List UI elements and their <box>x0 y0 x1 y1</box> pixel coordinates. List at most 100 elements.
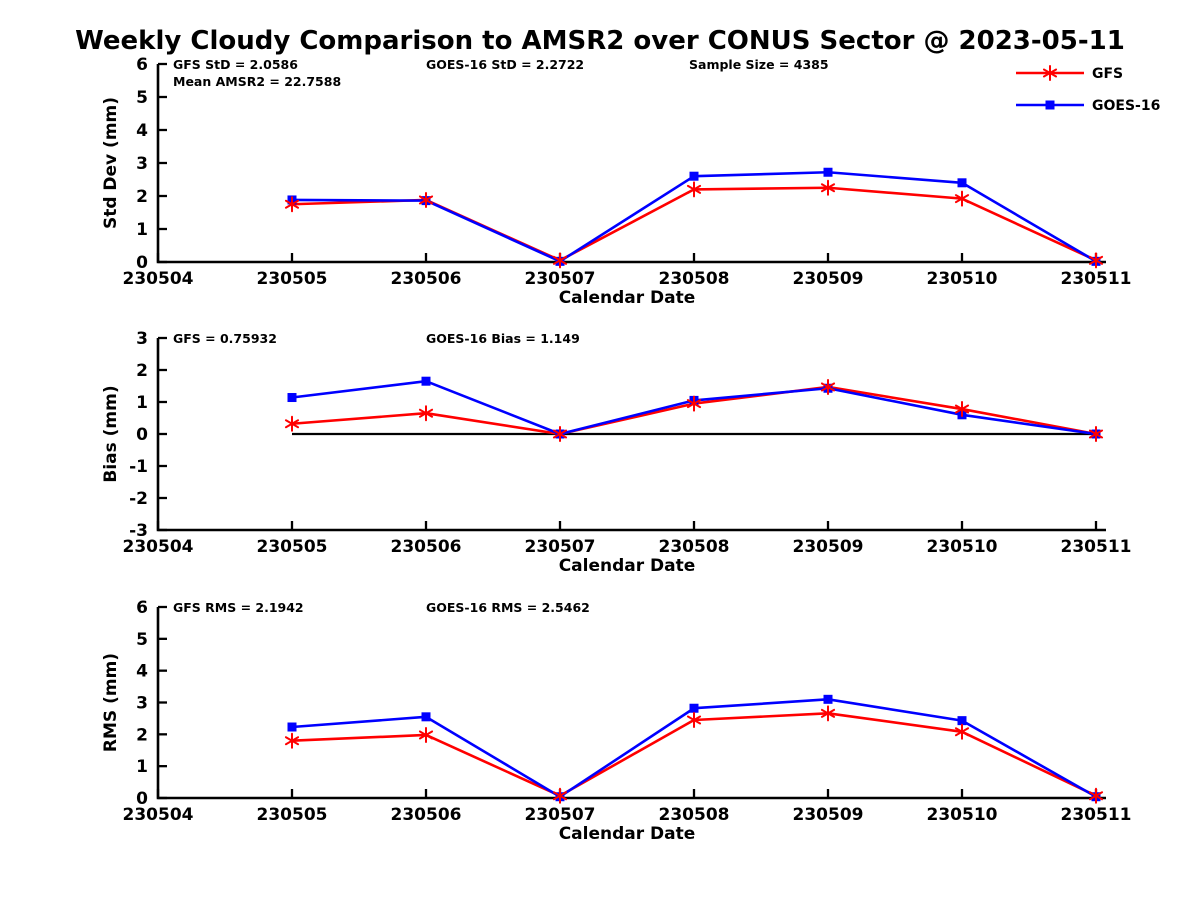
x-tick-label: 230509 <box>793 269 864 289</box>
y-axis-label: Std Dev (mm) <box>101 97 121 229</box>
asterisk-marker <box>418 405 434 422</box>
y-tick-label: 3 <box>136 329 148 349</box>
square-marker <box>287 393 297 403</box>
x-axis-ticks: 230504 230505 230506 230507 230508 230509 2305… <box>123 521 1132 557</box>
y-tick-label: 1 <box>136 220 148 240</box>
panel-annotations: GFS = 0.75932 GOES-16 Bias = 1.149 <box>173 331 580 346</box>
y-tick-label: 1 <box>136 757 148 777</box>
asterisk-marker <box>1088 787 1104 804</box>
asterisk-marker <box>954 401 970 418</box>
square-marker <box>421 376 431 386</box>
asterisk-marker <box>284 415 300 432</box>
asterisk-marker <box>1088 252 1104 269</box>
x-tick-label: 230505 <box>257 805 328 825</box>
x-axis-ticks: 230504 230505 230506 230507 230508 230509 2305… <box>123 253 1132 289</box>
panel-annotations: GFS StD = 2.0586 Mean AMSR2 = 22.7588 GOES… <box>173 57 829 89</box>
asterisk-marker <box>820 378 836 395</box>
y-tick-label: -1 <box>129 457 148 477</box>
series-line-gfs <box>291 186 1097 262</box>
y-tick-label: -2 <box>129 489 148 509</box>
x-tick-label: 230511 <box>1061 269 1132 289</box>
square-marker <box>957 178 967 188</box>
asterisk-marker <box>418 726 434 743</box>
x-tick-label: 230509 <box>793 537 864 557</box>
x-tick-label: 230510 <box>927 269 998 289</box>
asterisk-marker <box>820 179 836 196</box>
figure-title: Weekly Cloudy Comparison to AMSR2 over C… <box>75 26 1125 56</box>
y-tick-label: 0 <box>136 425 148 445</box>
panel-rms: 0 1 2 3 4 5 6 230504 230505 230506 230507 230508 230… <box>101 598 1131 844</box>
x-tick-label: 230507 <box>525 537 596 557</box>
x-axis-label: Calendar Date <box>559 288 696 308</box>
x-tick-label: 230510 <box>927 537 998 557</box>
square-marker <box>823 694 833 704</box>
x-tick-label: 230506 <box>391 537 462 557</box>
square-marker <box>287 722 297 732</box>
y-tick-label: 1 <box>136 393 148 413</box>
square-marker <box>1045 100 1055 110</box>
y-tick-label: 3 <box>136 154 148 174</box>
series-markers-gfs <box>284 705 1104 804</box>
x-tick-label: 230504 <box>123 805 194 825</box>
axis-spines <box>156 607 1106 800</box>
annotation-text: GOES-16 StD = 2.2722 <box>426 57 584 72</box>
x-tick-label: 230511 <box>1061 537 1132 557</box>
legend-label: GOES-16 <box>1092 98 1160 114</box>
x-tick-label: 230508 <box>659 269 730 289</box>
asterisk-marker <box>284 196 300 213</box>
legend-label: GFS <box>1092 66 1123 82</box>
asterisk-marker <box>686 395 702 412</box>
y-axis-ticks: 0 1 2 3 4 5 6 <box>136 55 167 273</box>
series-markers-gfs <box>284 179 1104 269</box>
x-tick-label: 230511 <box>1061 805 1132 825</box>
y-axis-ticks: -3 -2 -1 0 1 2 3 <box>129 329 167 541</box>
asterisk-marker <box>954 723 970 740</box>
y-tick-label: 4 <box>136 662 148 682</box>
annotation-text: GOES-16 RMS = 2.5462 <box>426 600 590 615</box>
x-tick-label: 230507 <box>525 805 596 825</box>
asterisk-marker <box>820 705 836 722</box>
annotation-text: Sample Size = 4385 <box>689 57 829 72</box>
y-tick-label: 0 <box>136 789 148 809</box>
axis-spines <box>156 64 1106 264</box>
panel-annotations: GFS RMS = 2.1942 GOES-16 RMS = 2.5462 <box>173 600 590 615</box>
x-tick-label: 230506 <box>391 269 462 289</box>
series-markers-goes-16 <box>287 694 1101 802</box>
x-axis-label: Calendar Date <box>559 556 696 576</box>
asterisk-marker <box>1042 65 1058 81</box>
y-tick-label: 5 <box>136 630 148 650</box>
x-tick-label: 230505 <box>257 537 328 557</box>
annotation-text: GFS = 0.75932 <box>173 331 277 346</box>
asterisk-marker <box>686 181 702 198</box>
asterisk-marker <box>1088 426 1104 442</box>
y-axis-ticks: 0 1 2 3 4 5 6 <box>136 598 167 809</box>
x-tick-label: 230509 <box>793 805 864 825</box>
square-marker <box>421 712 431 722</box>
y-tick-label: 2 <box>136 361 148 381</box>
x-tick-label: 230505 <box>257 269 328 289</box>
asterisk-marker <box>418 191 434 208</box>
y-tick-label: 6 <box>136 598 148 618</box>
y-axis-label: Bias (mm) <box>101 385 121 482</box>
x-tick-label: 230504 <box>123 537 194 557</box>
panel-bias: -3 -2 -1 0 1 2 3 230504 230505 230506 230507 230508… <box>101 329 1131 576</box>
y-axis-label: RMS (mm) <box>101 653 121 752</box>
y-tick-label: 3 <box>136 694 148 714</box>
series-markers-gfs <box>284 378 1104 442</box>
x-tick-label: 230508 <box>659 805 730 825</box>
y-tick-label: -3 <box>129 521 148 541</box>
asterisk-marker <box>552 426 568 442</box>
asterisk-marker <box>552 252 568 269</box>
x-tick-label: 230506 <box>391 805 462 825</box>
y-tick-label: 2 <box>136 725 148 745</box>
asterisk-marker <box>552 787 568 804</box>
y-tick-label: 2 <box>136 187 148 207</box>
legend: GFS GOES-16 <box>1016 65 1160 114</box>
y-tick-label: 4 <box>136 121 148 141</box>
y-tick-label: 0 <box>136 253 148 273</box>
asterisk-marker <box>954 190 970 207</box>
y-tick-label: 5 <box>136 88 148 108</box>
